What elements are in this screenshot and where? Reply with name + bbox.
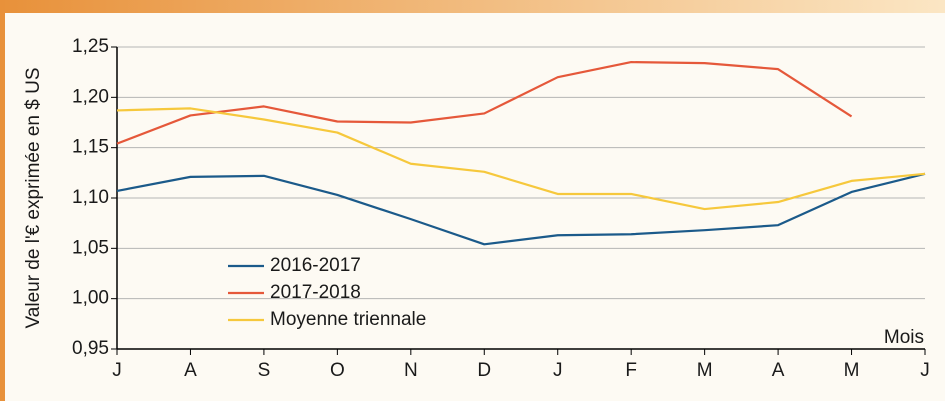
x-tick-label: O xyxy=(330,360,345,381)
series-line xyxy=(116,107,926,211)
y-tick-label: 1,25 xyxy=(72,36,109,57)
x-tick-label: D xyxy=(477,360,491,381)
top-band xyxy=(0,0,945,13)
x-tick-label: J xyxy=(920,360,930,381)
y-tick-label: 1,15 xyxy=(72,137,109,158)
y-tick-label: 0,95 xyxy=(72,338,109,359)
series-line xyxy=(116,61,853,145)
x-axis-label: Mois xyxy=(884,327,924,348)
legend-label: Moyenne triennale xyxy=(270,309,426,330)
y-tick-label: 1,10 xyxy=(72,187,109,208)
x-tick-label: F xyxy=(625,360,637,381)
x-tick-label: J xyxy=(112,360,122,381)
legend-label: 2016-2017 xyxy=(270,255,361,276)
left-border xyxy=(0,0,5,401)
x-tick-label: N xyxy=(404,360,418,381)
x-tick-label: M xyxy=(844,360,860,381)
series-line xyxy=(116,172,926,246)
x-tick-label: A xyxy=(772,360,785,381)
y-tick-label: 1,00 xyxy=(72,288,109,309)
x-tick-label: J xyxy=(553,360,563,381)
legend-label: 2017-2018 xyxy=(270,282,361,303)
y-axis-label: Valeur de l'€ exprimée en $ US xyxy=(23,68,44,329)
x-tick-label: M xyxy=(697,360,713,381)
x-tick-label: S xyxy=(258,360,271,381)
y-tick-label: 1,20 xyxy=(72,86,109,107)
x-tick-label: A xyxy=(184,360,197,381)
y-tick-label: 1,05 xyxy=(72,237,109,258)
